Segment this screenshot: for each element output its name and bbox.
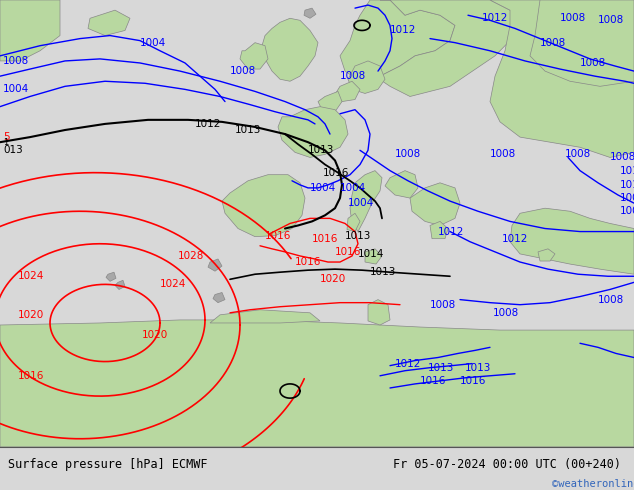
Text: 1004: 1004 [3,84,29,95]
Polygon shape [510,208,634,274]
Text: 1020: 1020 [320,274,346,284]
Text: 1016: 1016 [460,376,486,386]
Text: 1024: 1024 [160,279,186,290]
Text: 1008: 1008 [598,15,624,25]
Polygon shape [304,8,316,18]
Text: 1008: 1008 [490,149,516,159]
Text: 1008: 1008 [565,149,592,159]
Text: Surface pressure [hPa] ECMWF: Surface pressure [hPa] ECMWF [8,458,207,470]
Polygon shape [340,0,455,81]
Polygon shape [115,280,125,290]
Text: 1008: 1008 [610,152,634,162]
Polygon shape [278,107,348,157]
Text: 1013: 1013 [428,363,455,373]
Text: ©weatheronline.co.uk: ©weatheronline.co.uk [552,479,634,489]
Text: 1008: 1008 [230,66,256,76]
Text: 5: 5 [3,132,10,142]
Polygon shape [538,249,555,261]
Text: 1028: 1028 [178,251,204,261]
Polygon shape [348,61,385,94]
Polygon shape [350,171,382,232]
Text: 1016: 1016 [265,231,292,241]
Text: 1013: 1013 [345,231,372,241]
Text: 1004: 1004 [340,183,366,193]
Text: 1008: 1008 [560,13,586,24]
Text: 1013: 1013 [620,180,634,190]
Text: 1016: 1016 [295,257,321,267]
Text: 1004: 1004 [310,183,336,193]
Polygon shape [262,18,318,81]
Polygon shape [530,0,634,86]
Polygon shape [0,0,60,61]
Text: 1013: 1013 [620,166,634,175]
Text: 1020: 1020 [18,310,44,320]
Text: 1004: 1004 [140,38,166,48]
Text: 1013: 1013 [235,125,261,135]
Polygon shape [210,310,320,323]
Text: 1012: 1012 [195,119,221,129]
Text: 1: 1 [3,138,8,147]
Polygon shape [368,299,390,325]
Polygon shape [222,175,305,237]
Polygon shape [88,10,130,36]
Text: 1013: 1013 [370,267,396,277]
Text: 1016: 1016 [323,168,349,178]
Text: 1016: 1016 [420,376,446,386]
Polygon shape [0,320,634,447]
Text: 1020: 1020 [142,330,168,340]
Text: 1014: 1014 [358,249,384,259]
Text: 1008: 1008 [580,58,606,68]
Text: 1012: 1012 [502,234,528,244]
Polygon shape [347,213,360,232]
Text: 100: 100 [620,206,634,216]
Polygon shape [365,249,382,264]
Text: 1016: 1016 [335,247,361,257]
Text: 1008: 1008 [395,149,421,159]
Polygon shape [208,259,222,271]
Text: 1013: 1013 [308,146,334,155]
Polygon shape [318,92,342,112]
Text: 1008: 1008 [540,38,566,48]
Text: 1008: 1008 [3,56,29,66]
Polygon shape [410,183,460,225]
Polygon shape [360,0,520,97]
Polygon shape [335,81,360,101]
Text: 1008: 1008 [340,71,366,81]
Polygon shape [490,0,634,157]
Text: 1008: 1008 [598,294,624,305]
Polygon shape [213,293,225,303]
Text: 1024: 1024 [18,271,44,281]
Text: 1013: 1013 [465,363,491,373]
Polygon shape [106,272,116,281]
Polygon shape [385,171,418,198]
Text: 1012: 1012 [438,226,464,237]
Text: 1008: 1008 [430,300,456,310]
Text: 1016: 1016 [18,371,44,381]
Polygon shape [430,221,448,239]
Text: Fr 05-07-2024 00:00 UTC (00+240): Fr 05-07-2024 00:00 UTC (00+240) [393,458,621,470]
Text: 013: 013 [3,146,23,155]
Text: 1016: 1016 [312,234,339,244]
Polygon shape [240,43,268,69]
Text: 1012: 1012 [390,25,417,35]
Text: 1004: 1004 [348,198,374,208]
Text: 100: 100 [620,193,634,203]
Text: 1012: 1012 [482,13,508,24]
Text: 1008: 1008 [493,308,519,318]
Text: 1012: 1012 [395,359,422,368]
